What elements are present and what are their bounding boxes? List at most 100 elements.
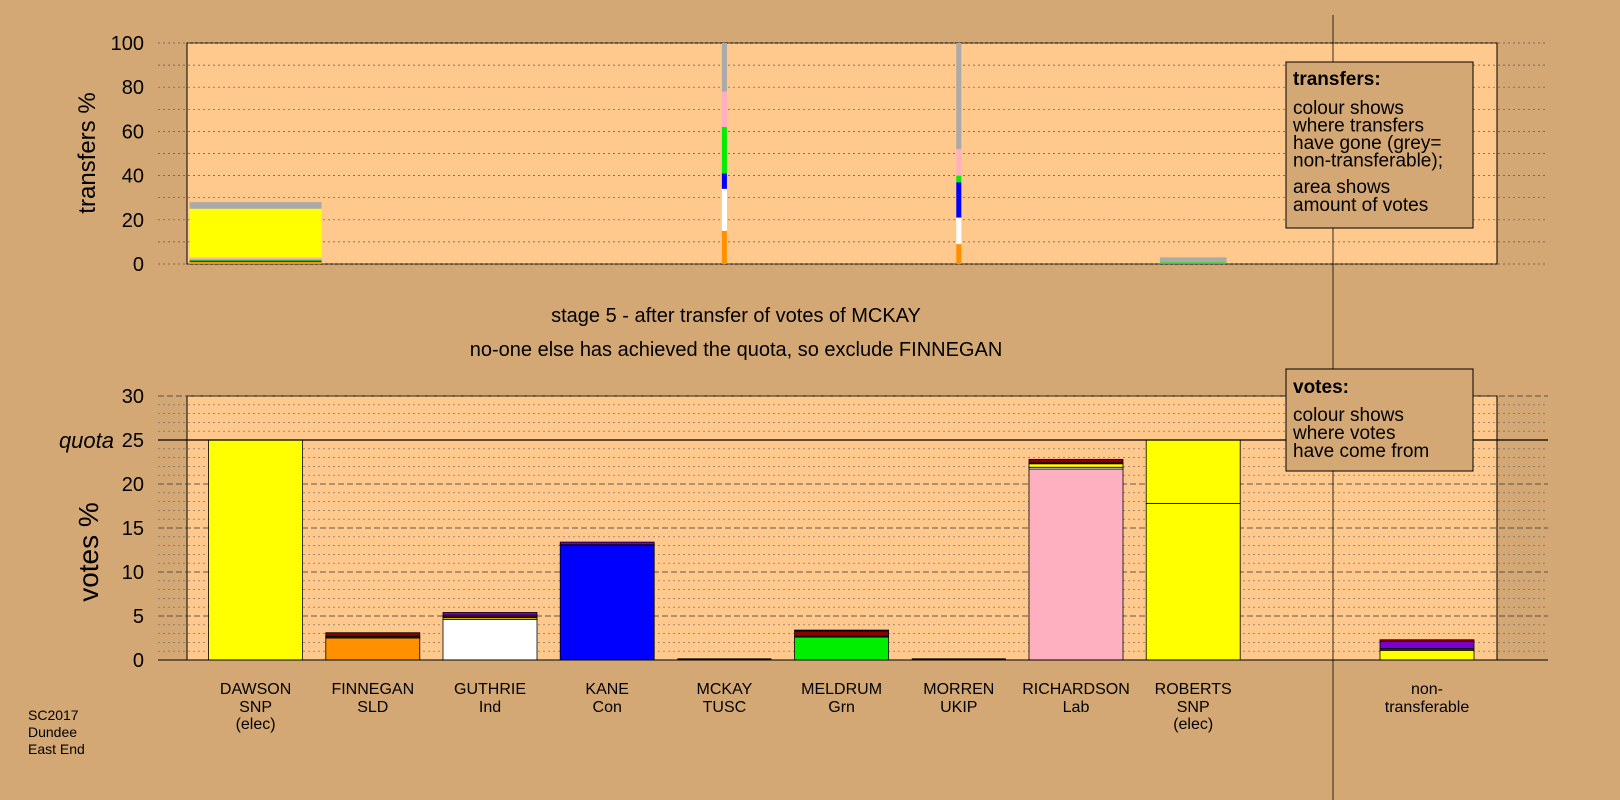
- candidate-party: Lab: [1063, 699, 1090, 716]
- candidate-name: MELDRUM: [801, 681, 882, 698]
- transfers-tick-label: 20: [122, 210, 144, 232]
- vote-segment: [559, 541, 655, 546]
- votes-y-ticks: 0 5 10 15 20 25 30: [122, 386, 144, 672]
- vote-segment: [1145, 439, 1241, 504]
- quota-label: quota: [59, 428, 114, 453]
- votes-tick-label: 15: [122, 518, 144, 540]
- stage-note: no-one else has achieved the quota, so e…: [470, 339, 1003, 361]
- transfers-legend-line: amount of votes: [1293, 195, 1428, 216]
- transfers-legend-line: area shows: [1293, 177, 1390, 198]
- candidate-name: KANE: [585, 681, 629, 698]
- transfers-legend-frame: [1285, 61, 1474, 229]
- candidate-name: non-: [1411, 681, 1443, 698]
- candidate-party: Con: [593, 699, 622, 716]
- transfer-segment: [189, 208, 322, 258]
- transfers-panel: 0 20 40 60 80 100 transfers %: [74, 33, 1548, 276]
- candidate-party: SLD: [357, 699, 388, 716]
- transfer-segment: [721, 91, 727, 127]
- transfer-segment: [956, 149, 962, 176]
- transfers-tick-label: 100: [111, 33, 144, 55]
- vote-segment: [1379, 649, 1475, 661]
- candidate-party: Grn: [828, 699, 855, 716]
- vote-segment: [1379, 641, 1475, 649]
- transfer-segment: [189, 257, 322, 260]
- transfers-legend-line: where transfers: [1292, 116, 1424, 137]
- vote-segment: [325, 637, 421, 661]
- vote-segment: [559, 545, 655, 661]
- transfers-grid: [158, 42, 1548, 265]
- vote-segment: [794, 629, 889, 632]
- transfer-segment: [721, 230, 727, 264]
- transfers-bars: [189, 43, 1227, 264]
- transfer-segment: [721, 43, 727, 92]
- votes-tick-label: 5: [133, 606, 144, 628]
- candidate-name: RICHARDSON: [1022, 681, 1130, 698]
- vote-segment: [442, 619, 538, 661]
- candidate-name: MORREN: [923, 681, 994, 698]
- transfer-segment: [721, 173, 727, 189]
- transfer-segment: [721, 126, 727, 174]
- constituency-label-line: East End: [28, 741, 85, 757]
- constituency-label-line: SC2017: [28, 707, 79, 723]
- stage-title: stage 5 - after transfer of votes of MCK…: [551, 305, 921, 327]
- constituency-label-line: Dundee: [28, 724, 77, 740]
- transfer-segment: [1159, 262, 1227, 264]
- transfer-segment: [1159, 257, 1227, 263]
- vote-segment: [1028, 458, 1124, 464]
- votes-tick-label: 0: [133, 650, 144, 672]
- votes-legend-line: where votes: [1292, 423, 1395, 444]
- vote-segment: [1028, 463, 1124, 468]
- transfers-legend-line: colour shows: [1293, 98, 1404, 119]
- candidate-status: (elec): [236, 716, 276, 733]
- candidate-name: GUTHRIE: [454, 681, 526, 698]
- candidate-party: Ind: [479, 699, 501, 716]
- vote-segment: [442, 612, 538, 616]
- candidate-party: TUSC: [703, 699, 747, 716]
- transfer-segment: [956, 182, 962, 218]
- transfers-tick-label: 80: [122, 77, 144, 99]
- transfer-segment: [189, 202, 322, 209]
- transfer-segment: [189, 261, 322, 264]
- transfer-segment: [956, 43, 962, 150]
- transfer-segment: [721, 188, 727, 231]
- vote-segment: [794, 630, 889, 637]
- vote-segment: [1145, 502, 1241, 661]
- candidate-labels: DAWSONSNP(elec)FINNEGANSLDGUTHRIEIndKANE…: [220, 681, 1469, 733]
- transfers-tick-label: 0: [133, 254, 144, 276]
- votes-legend-frame: [1285, 368, 1474, 472]
- votes-tick-label: 30: [122, 386, 144, 408]
- votes-tick-label: 20: [122, 474, 144, 496]
- candidate-party: transferable: [1385, 699, 1470, 716]
- candidate-name: FINNEGAN: [331, 681, 414, 698]
- candidate-party: SNP: [1177, 699, 1210, 716]
- transfer-segment: [956, 244, 962, 264]
- candidate-name: DAWSON: [220, 681, 291, 698]
- votes-legend-line: colour shows: [1293, 405, 1404, 426]
- transfers-y-axis-label: transfers %: [74, 92, 101, 213]
- candidate-status: (elec): [1173, 716, 1213, 733]
- votes-tick-label: 25: [122, 430, 144, 452]
- candidate-name: ROBERTS: [1155, 681, 1232, 698]
- transfer-segment: [189, 259, 322, 261]
- candidate-name: MCKAY: [697, 681, 753, 698]
- votes-legend-title: votes:: [1293, 377, 1349, 398]
- vote-segment: [794, 636, 889, 661]
- transfer-segment: [956, 217, 962, 245]
- transfers-y-ticks: 0 20 40 60 80 100: [111, 33, 144, 276]
- transfer-segment: [956, 175, 962, 183]
- votes-tick-label: 10: [122, 562, 144, 584]
- transfers-legend-title: transfers:: [1293, 69, 1381, 90]
- votes-y-axis-label: votes %: [73, 502, 104, 602]
- vote-segment: [1379, 639, 1475, 642]
- transfers-legend-line: have gone (grey=: [1293, 133, 1441, 154]
- vote-segment: [208, 439, 304, 661]
- transfer-segment: [189, 260, 322, 262]
- transfers-tick-label: 40: [122, 166, 144, 188]
